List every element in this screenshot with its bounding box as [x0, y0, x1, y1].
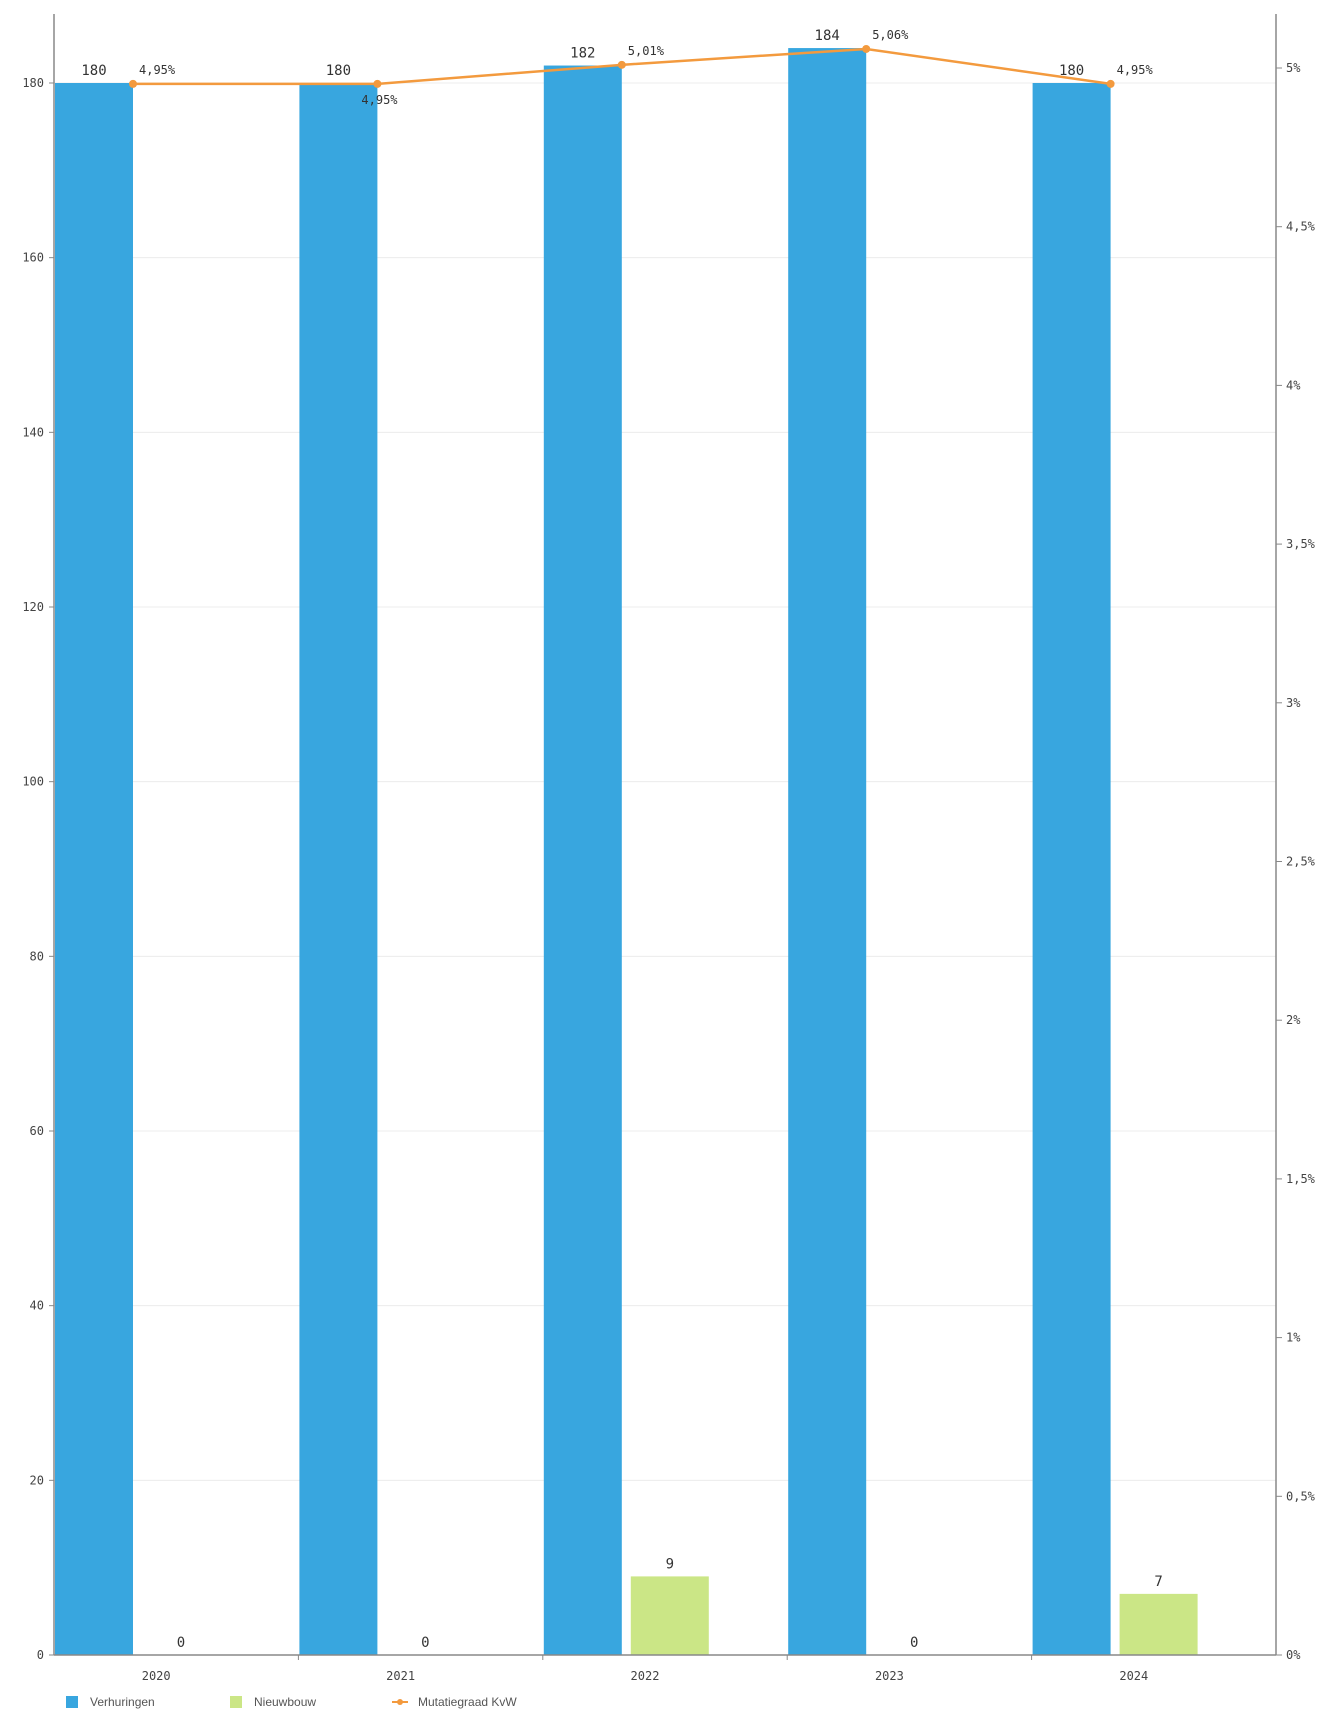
legend-label: Verhuringen [90, 1695, 155, 1709]
bar-verhuringen [1032, 83, 1111, 1655]
right-tick-label: 4,5% [1286, 220, 1316, 234]
line-value-label: 5,06% [872, 28, 909, 42]
mutatiegraad-line-series [129, 44, 1115, 88]
bar-value-label: 180 [326, 63, 351, 79]
bar-value-label: 0 [177, 1635, 185, 1651]
left-tick-label: 180 [22, 76, 44, 90]
legend-swatch [66, 1696, 78, 1708]
right-tick-label: 5% [1286, 61, 1301, 75]
line-point [617, 60, 626, 69]
line-point [862, 44, 871, 53]
right-tick-label: 2,5% [1286, 855, 1316, 869]
line-point [129, 79, 137, 88]
bar-nieuwbouw [1119, 1593, 1198, 1655]
left-axis-ticks: 0 20 40 60 80 100 120 140 160 180 [22, 76, 54, 1662]
line-value-label: 4,95% [139, 63, 176, 77]
line-point [1106, 79, 1115, 88]
right-tick-label: 0% [1286, 1648, 1301, 1662]
legend-swatch [230, 1696, 242, 1708]
left-tick-label: 60 [30, 1124, 44, 1138]
bar-verhuringen [55, 83, 133, 1655]
left-tick-label: 100 [22, 775, 44, 789]
left-tick-label: 40 [30, 1299, 44, 1313]
line-point [373, 79, 382, 88]
right-tick-label: 2% [1286, 1013, 1301, 1027]
left-tick-label: 20 [30, 1473, 44, 1487]
line-value-label: 4,95% [1117, 63, 1154, 77]
legend: Verhuringen Nieuwbouw Mutatiegraad KvW [66, 1695, 517, 1709]
bar-value-label: 9 [666, 1556, 674, 1572]
bars [55, 48, 1198, 1656]
left-tick-label: 120 [22, 600, 44, 614]
left-tick-label: 160 [22, 251, 44, 265]
line-value-label: 4,95% [361, 93, 398, 107]
x-tick-label: 2024 [1119, 1669, 1148, 1683]
legend-label: Mutatiegraad KvW [418, 1695, 517, 1709]
right-tick-label: 0,5% [1286, 1489, 1316, 1503]
bar-value-label: 182 [570, 46, 595, 62]
left-tick-label: 80 [30, 949, 44, 963]
x-axis-ticks: 2020 2021 2022 2023 2024 [142, 1655, 1148, 1683]
bar-value-label: 7 [1154, 1574, 1162, 1590]
bar-value-label: 180 [81, 63, 106, 79]
line-value-label: 5,01% [628, 44, 665, 58]
bar-value-label: 184 [815, 28, 840, 44]
bar-nieuwbouw [630, 1576, 709, 1655]
x-tick-label: 2021 [386, 1669, 415, 1683]
right-tick-label: 1% [1286, 1331, 1301, 1345]
left-tick-label: 0 [37, 1648, 44, 1662]
data-labels: 180 0 180 0 182 9 184 0 180 7 4,95% 4,95% 5,01% 5,06%… [81, 28, 1162, 1651]
legend-line-dot [397, 1699, 403, 1705]
x-tick-label: 2023 [875, 1669, 904, 1683]
bar-value-label: 0 [421, 1635, 429, 1651]
right-axis-ticks: 0% 0,5% 1% 1,5% 2% 2,5% 3% 3,5% 4% 4,5% 5% [1276, 61, 1316, 1662]
gridlines [54, 82, 1276, 1481]
bar-verhuringen [788, 48, 867, 1656]
right-tick-label: 3% [1286, 696, 1301, 710]
right-tick-label: 1,5% [1286, 1172, 1316, 1186]
x-tick-label: 2022 [631, 1669, 660, 1683]
axes [53, 14, 1277, 1656]
legend-label: Nieuwbouw [254, 1695, 316, 1709]
bar-verhuringen [299, 83, 378, 1655]
bar-value-label: 0 [910, 1635, 918, 1651]
right-tick-label: 3,5% [1286, 537, 1316, 551]
x-tick-label: 2020 [142, 1669, 171, 1683]
bar-verhuringen [543, 65, 622, 1656]
left-tick-label: 140 [22, 425, 44, 439]
right-tick-label: 4% [1286, 378, 1301, 392]
bar-value-label: 180 [1059, 63, 1084, 79]
